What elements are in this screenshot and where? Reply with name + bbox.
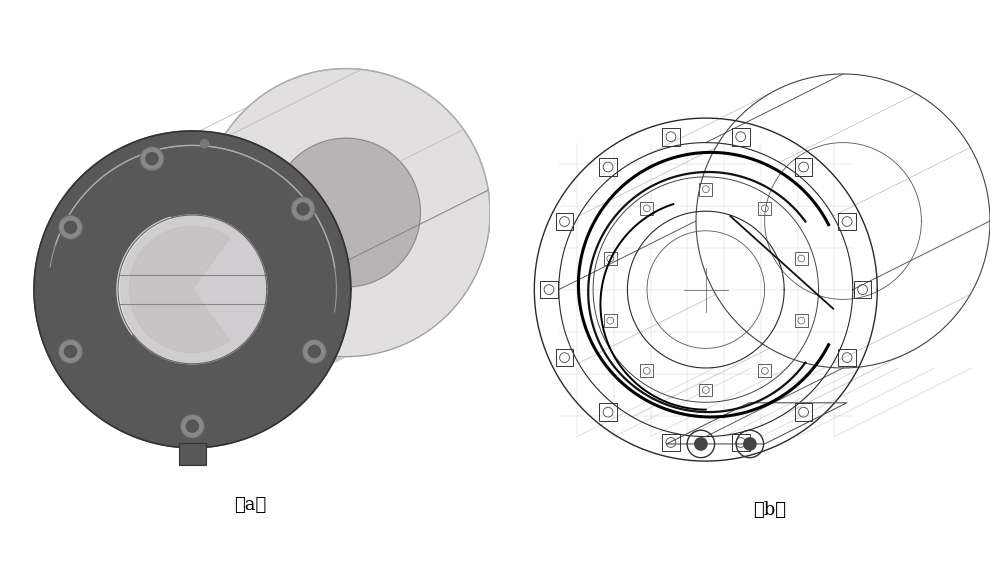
Polygon shape [118,215,267,364]
Bar [699,183,712,195]
Bar [854,281,871,299]
Bar [556,349,573,367]
Bar [795,158,812,176]
Polygon shape [50,69,490,312]
Bar [795,252,808,265]
Polygon shape [34,131,351,448]
Bar [662,433,680,451]
Circle shape [308,345,321,358]
Text: （b）: （b） [753,501,786,519]
Polygon shape [192,190,490,433]
Bar [599,403,617,421]
Polygon shape [272,138,420,287]
Bar [640,364,653,377]
Bar [540,281,558,299]
Bar [556,213,573,230]
Circle shape [64,345,77,358]
Polygon shape [129,226,230,353]
Circle shape [59,340,83,364]
Bar [662,128,680,146]
Circle shape [200,139,209,148]
Bar [599,158,617,176]
Bar [795,314,808,327]
Circle shape [694,437,708,451]
Bar [699,384,712,396]
Bar [758,364,771,377]
Bar [838,213,856,230]
Polygon shape [202,69,490,356]
Circle shape [291,197,315,221]
Text: （a）: （a） [234,496,266,514]
Bar [604,252,617,265]
Circle shape [743,437,757,451]
Circle shape [145,152,159,166]
Bar [604,314,617,327]
Circle shape [296,202,310,216]
Bar [838,349,856,367]
Circle shape [140,147,164,171]
Circle shape [59,215,83,239]
Bar [179,443,206,465]
Bar [732,433,750,451]
Circle shape [180,414,204,438]
Circle shape [302,340,326,364]
Circle shape [186,420,199,433]
Bar [640,202,653,215]
Circle shape [64,220,77,234]
Bar [732,128,750,146]
Bar [795,403,812,421]
Bar [758,202,771,215]
